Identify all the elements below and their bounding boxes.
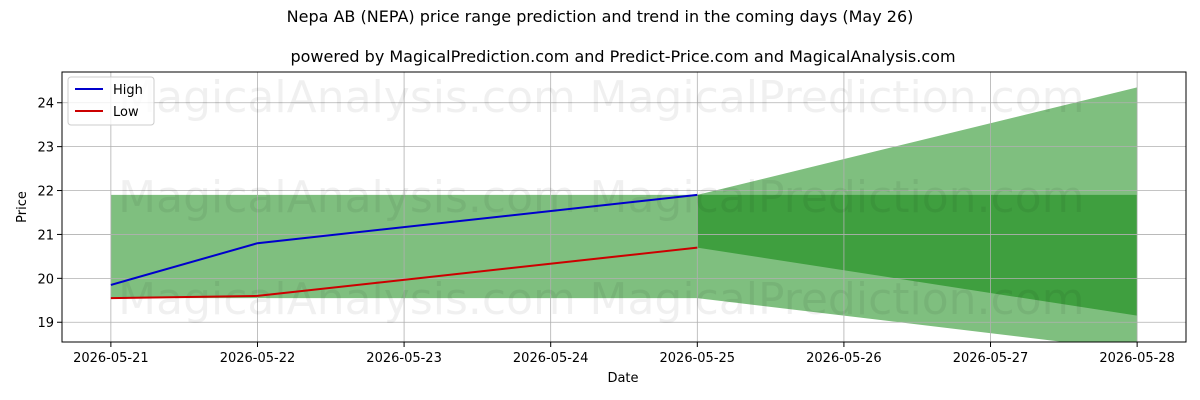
watermarks: MagicalAnalysis.com MagicalPrediction.com… [118, 72, 1084, 325]
watermark-text: MagicalAnalysis.com [118, 172, 576, 223]
series-lines [110, 193, 698, 300]
watermark-text: MagicalPrediction.com [590, 172, 1085, 223]
x-axis-label: Date [607, 371, 638, 386]
chart-title: Nepa AB (NEPA) price range prediction an… [287, 7, 914, 26]
x-tick-label: 2026-05-21 [73, 351, 149, 366]
series-line-low [110, 246, 698, 300]
legend-label-low: Low [113, 105, 139, 120]
plot-frame [61, 71, 1187, 343]
x-axis: 2026-05-21 2026-05-22 2026-05-23 2026-05-24… [73, 342, 1175, 366]
prediction-band-2 [697, 194, 1138, 316]
x-tick-label: 2026-05-22 [220, 351, 296, 366]
y-tick-label: 24 [37, 97, 54, 112]
y-tick-label: 21 [37, 228, 54, 243]
x-tick-label: 2026-05-27 [953, 351, 1029, 366]
y-tick-label: 23 [37, 141, 54, 156]
y-tick-label: 19 [37, 316, 54, 331]
legend-label-high: High [113, 83, 143, 98]
x-tick-label: 2026-05-28 [1099, 351, 1175, 366]
x-tick-label: 2026-05-23 [366, 351, 442, 366]
x-tick-label: 2026-05-24 [513, 351, 589, 366]
x-tick-label: 2026-05-25 [660, 351, 736, 366]
y-axis-label: Price [15, 191, 30, 223]
y-tick-label: 22 [37, 185, 54, 200]
watermark-text: MagicalPrediction.com [590, 72, 1085, 123]
watermark-text: MagicalPrediction.com [590, 274, 1085, 325]
y-tick-label: 20 [37, 272, 54, 287]
y-axis: 19 20 21 22 23 24 [37, 97, 62, 331]
legend: High Low [67, 76, 155, 126]
chart-subtitle: powered by MagicalPrediction.com and Pre… [290, 47, 955, 66]
series-line-high [110, 193, 698, 286]
watermark-text: MagicalAnalysis.com [118, 274, 576, 325]
grid [62, 72, 1186, 342]
x-tick-label: 2026-05-26 [806, 351, 882, 366]
watermark-text: MagicalAnalysis.com [118, 72, 576, 123]
